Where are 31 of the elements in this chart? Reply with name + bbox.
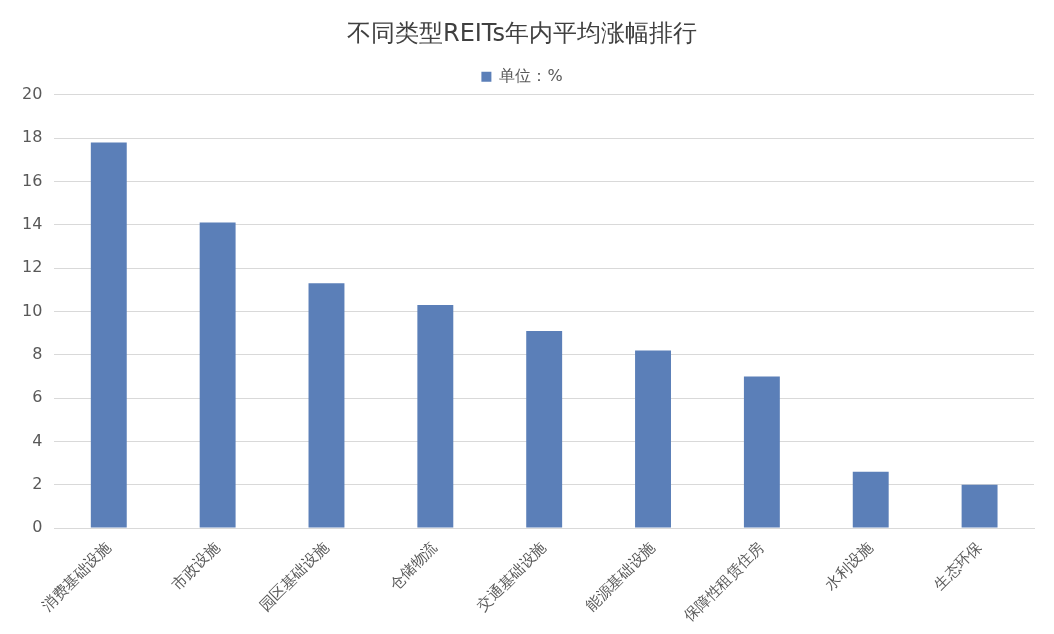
y-tick-label: 2 [32, 473, 43, 493]
y-tick-label: 16 [22, 170, 43, 190]
x-tick-label: 市政设施 [168, 538, 224, 594]
y-tick-label: 18 [22, 127, 43, 147]
y-tick-label: 8 [32, 343, 43, 363]
bar [90, 142, 127, 528]
x-tick-label: 仓储物流 [385, 538, 441, 594]
y-tick-label: 14 [22, 213, 43, 233]
x-tick-label: 园区基础设施 [255, 538, 333, 615]
bar [743, 376, 780, 528]
y-tick-label: 20 [22, 83, 43, 103]
bar [526, 330, 563, 528]
y-tick-label: 6 [32, 387, 43, 407]
x-tick-label: 消费基础设施 [38, 538, 115, 615]
x-tick-label: 保障性租赁住房 [680, 538, 768, 626]
x-tick-label: 交通基础设施 [473, 538, 550, 615]
chart-title: 不同类型REITs年内平均涨幅排行 [346, 18, 698, 47]
bar [852, 471, 889, 528]
bar [961, 484, 998, 528]
legend-label: 单位：% [499, 65, 563, 85]
x-tick-label: 能源基础设施 [582, 538, 659, 615]
y-tick-label: 4 [32, 430, 43, 450]
y-tick-label: 0 [32, 517, 43, 537]
y-tick-label: 12 [22, 257, 43, 277]
y-tick-label: 10 [22, 300, 43, 320]
x-tick-label: 水利设施 [821, 538, 877, 594]
bar [417, 304, 454, 528]
bar [635, 350, 671, 528]
bar [308, 283, 345, 528]
x-tick-label: 生态环保 [930, 538, 986, 594]
bar [199, 222, 236, 528]
